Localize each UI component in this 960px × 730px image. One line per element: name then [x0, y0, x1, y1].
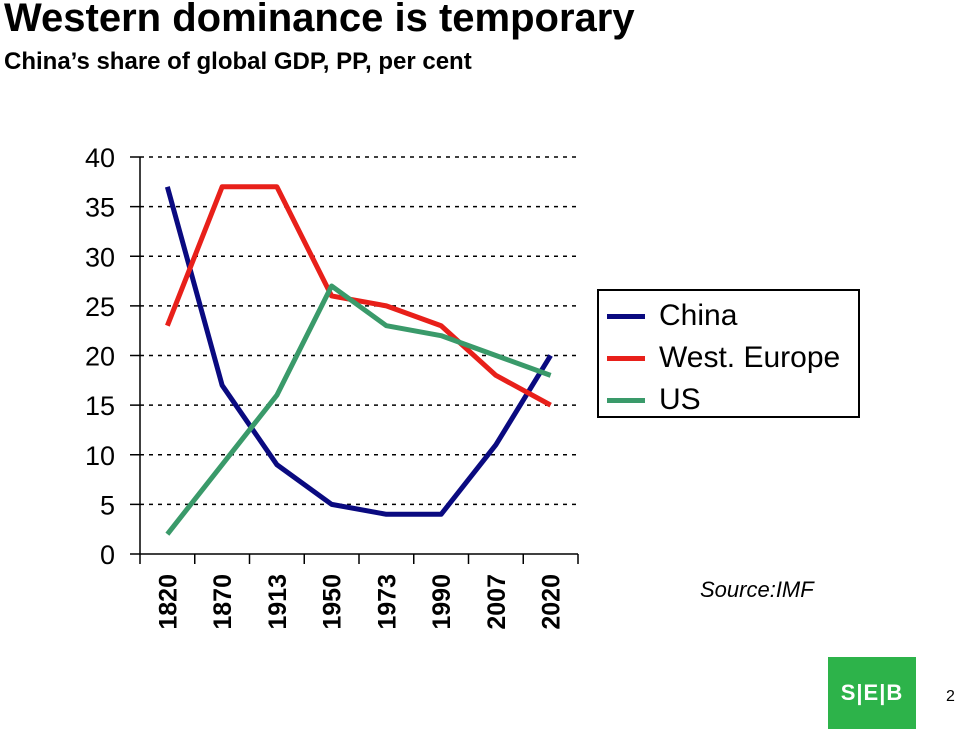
page-number: 2	[946, 688, 955, 705]
series-line-china	[164, 186, 553, 517]
x-tick-label: 1913	[264, 574, 292, 630]
x-tick-label: 2007	[483, 574, 511, 630]
x-tick-label: 1950	[319, 574, 347, 630]
y-tick-label: 5	[100, 490, 115, 520]
legend-label-west-europe: West. Europe	[659, 341, 841, 374]
chart-legend: China West. Europe US	[597, 289, 860, 418]
x-tick-label: 1973	[373, 574, 401, 630]
y-tick-label: 25	[85, 292, 115, 322]
x-tick-label: 1990	[428, 574, 456, 630]
source-note: Source:IMF	[700, 577, 814, 602]
y-tick-label: 35	[85, 193, 115, 223]
legend-label-china: China	[659, 299, 738, 332]
legend-swatch-west-europe	[607, 355, 645, 361]
seb-logo: S|E|B	[828, 657, 916, 729]
y-tick-label: 0	[100, 540, 115, 570]
legend-item-china: China	[607, 296, 737, 336]
x-tick-label: 1820	[154, 574, 182, 630]
y-tick-label: 40	[85, 143, 115, 173]
series-line-west-europe	[165, 184, 552, 408]
legend-item-us: US	[607, 380, 701, 420]
y-tick-label: 30	[85, 242, 115, 272]
legend-item-west-europe: West. Europe	[607, 338, 840, 378]
y-tick-label: 10	[85, 441, 115, 471]
x-tick-label: 1870	[209, 574, 237, 630]
y-tick-label: 20	[85, 342, 115, 372]
legend-label-us: US	[659, 383, 701, 416]
legend-swatch-us	[607, 397, 645, 403]
legend-swatch-china	[607, 313, 645, 319]
x-tick-label: 2020	[538, 574, 566, 630]
chart-title: Western dominance is temporary	[4, 0, 635, 40]
y-tick-label: 15	[85, 391, 115, 421]
chart-subtitle: China’s share of global GDP, PP, per cen…	[4, 48, 472, 75]
series-line-us	[165, 283, 552, 536]
